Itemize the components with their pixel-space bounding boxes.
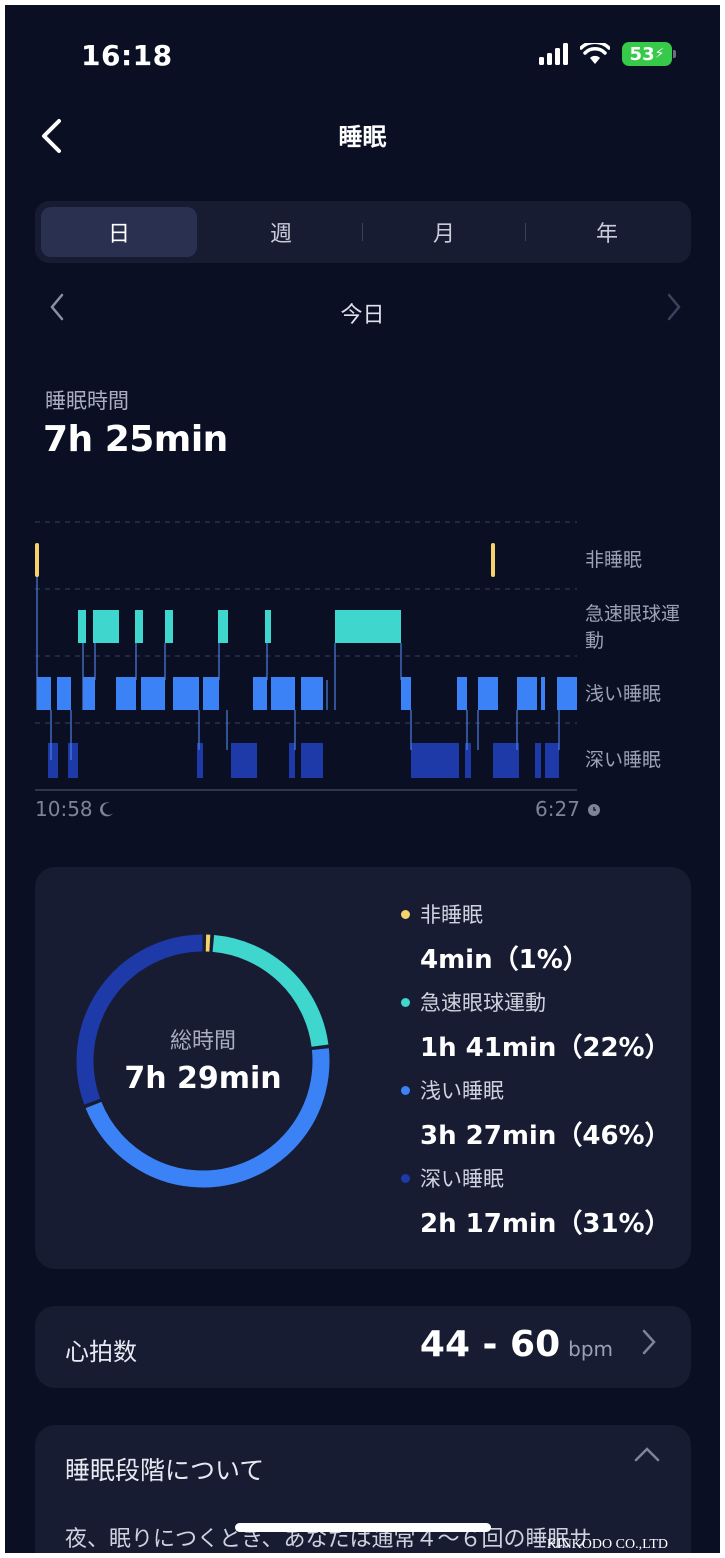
legend-item-awake: 非睡眠 4min（1%） — [401, 899, 671, 987]
awake-markers — [35, 543, 495, 577]
total-time-label: 総時間 — [169, 1029, 236, 1054]
legend-value: 2h 17min（31%） — [420, 1209, 671, 1239]
battery-level: 53 — [629, 43, 655, 65]
heart-rate-unit: bpm — [568, 1337, 613, 1361]
legend-name: 急速眼球運動 — [420, 991, 546, 1015]
chart-gridlines — [35, 521, 577, 724]
chevron-right-icon — [641, 1326, 657, 1364]
level-label-awake: 非睡眠 — [585, 549, 642, 571]
wifi-icon — [580, 43, 610, 64]
chevron-left-icon — [50, 293, 64, 321]
level-label-deep: 深い睡眠 — [585, 749, 661, 771]
about-title: 睡眠段階について — [65, 1456, 265, 1485]
tab-day[interactable]: 日 — [41, 207, 197, 257]
tab-divider — [525, 223, 526, 241]
collapse-toggle-button[interactable] — [633, 1445, 661, 1467]
chevron-right-icon — [667, 293, 681, 321]
back-button[interactable] — [31, 111, 71, 161]
chevron-left-icon — [42, 119, 61, 153]
donut-segment-deep — [76, 934, 203, 1105]
next-date-button[interactable] — [666, 293, 682, 329]
period-segmented-control: 日 週 月 年 — [35, 201, 691, 263]
light-dot-icon — [401, 1085, 410, 1095]
screen: 16:18 53 ⚡ 睡眠 日 週 月 年 今日 睡眠時間 — [5, 5, 720, 1553]
heart-rate-row[interactable]: 心拍数 44 - 60 bpm — [35, 1306, 691, 1388]
legend-item-light: 浅い睡眠 3h 27min（46%） — [401, 1075, 671, 1163]
level-label-light: 浅い睡眠 — [585, 683, 661, 705]
cellular-signal-icon — [539, 43, 568, 65]
moon-icon — [99, 802, 113, 817]
deep-dot-icon — [401, 1173, 410, 1183]
previous-date-button[interactable] — [49, 293, 65, 329]
stage-transitions — [36, 558, 560, 760]
watermark: KINKODO CO.,LTD — [546, 1537, 668, 1552]
heart-rate-label: 心拍数 — [65, 1338, 137, 1366]
start-time-label: 10:58 — [35, 797, 93, 821]
chart-start-time: 10:58 — [35, 797, 115, 821]
light-sleep-blocks — [37, 677, 577, 710]
chart-end-time: 6:27 — [535, 797, 602, 821]
sleep-stage-chart: 非睡眠 急速眼球運動 浅い睡眠 深い睡眠 — [35, 521, 680, 791]
legend-value: 1h 41min（22%） — [420, 1033, 671, 1063]
sleep-duration-label: 睡眠時間 — [45, 389, 129, 413]
end-time-label: 6:27 — [535, 797, 580, 821]
status-time: 16:18 — [81, 39, 173, 72]
awake-dot-icon — [401, 909, 410, 919]
about-sleep-stages-card: 睡眠段階について 夜、眠りにつくとき、あなたは通常４～６回の睡眠サ — [35, 1425, 691, 1553]
page-title: 睡眠 — [338, 123, 387, 151]
heart-rate-range: 44 - 60 — [419, 1324, 561, 1365]
total-time-value: 7h 29min — [124, 1061, 282, 1096]
tab-year[interactable]: 年 — [595, 222, 618, 247]
sleep-duration-value: 7h 25min — [43, 419, 228, 460]
stage-legend: 非睡眠 4min（1%） 急速眼球運動 1h 41min（22%） 浅い睡眠 3… — [401, 899, 671, 1251]
chevron-up-icon — [634, 1447, 660, 1462]
legend-name: 非睡眠 — [420, 903, 483, 927]
deep-sleep-blocks — [48, 743, 559, 778]
tab-week[interactable]: 週 — [269, 222, 292, 247]
legend-name: 深い睡眠 — [420, 1167, 504, 1191]
level-label-rem: 急速眼球運動 — [585, 603, 680, 652]
legend-item-rem: 急速眼球運動 1h 41min（22%） — [401, 987, 671, 1075]
donut-segment-rem — [212, 934, 329, 1047]
legend-value: 4min（1%） — [420, 945, 589, 975]
tab-divider — [362, 223, 363, 241]
battery-icon: 53 ⚡ — [622, 42, 676, 66]
donut-segment-light — [85, 1048, 330, 1188]
rem-dot-icon — [401, 997, 410, 1007]
status-icons: 53 ⚡ — [539, 39, 676, 69]
legend-name: 浅い睡眠 — [420, 1079, 504, 1103]
date-label: 今日 — [340, 303, 385, 328]
rem-sleep-blocks — [78, 610, 401, 643]
sleep-stage-donut — [76, 934, 330, 1188]
heart-rate-value: 44 - 60 bpm — [420, 1324, 613, 1365]
sleep-summary-card: 総時間 7h 29min 非睡眠 4min（1%） 急速眼球運動 1h 41mi… — [35, 867, 691, 1269]
home-indicator[interactable] — [235, 1523, 491, 1532]
tab-month[interactable]: 月 — [432, 222, 455, 247]
alarm-icon — [587, 804, 600, 816]
legend-value: 3h 27min（46%） — [420, 1121, 671, 1151]
legend-item-deep: 深い睡眠 2h 17min（31%） — [401, 1163, 671, 1251]
